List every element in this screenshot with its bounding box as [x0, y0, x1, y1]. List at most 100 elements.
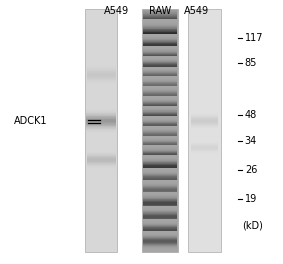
Bar	[86, 114, 116, 115]
Bar	[87, 164, 116, 166]
Bar	[191, 126, 218, 127]
Bar	[87, 171, 116, 172]
Bar	[86, 112, 116, 113]
Bar	[143, 106, 177, 107]
Bar	[143, 148, 177, 149]
Bar	[143, 226, 177, 227]
Bar	[143, 35, 177, 36]
Bar	[143, 46, 177, 47]
Bar	[87, 66, 116, 67]
Bar	[143, 99, 177, 100]
Bar	[143, 136, 177, 137]
Bar	[143, 109, 177, 110]
Bar	[143, 130, 177, 131]
Bar	[143, 107, 177, 108]
Bar	[191, 115, 218, 116]
Bar	[143, 57, 177, 58]
Bar	[86, 126, 116, 127]
Bar	[143, 36, 177, 37]
Bar	[143, 118, 177, 119]
Bar	[143, 44, 177, 45]
Bar	[143, 117, 177, 118]
Bar	[87, 78, 116, 79]
Bar	[86, 106, 116, 107]
Bar	[143, 95, 177, 96]
Bar	[143, 156, 177, 157]
Bar	[87, 82, 116, 83]
Bar	[143, 197, 177, 198]
Bar	[143, 207, 177, 208]
Bar	[143, 73, 177, 74]
Bar	[143, 81, 177, 82]
Bar	[87, 151, 116, 152]
Bar	[87, 71, 116, 72]
Bar	[143, 22, 177, 23]
Bar	[87, 166, 116, 167]
Bar	[143, 55, 177, 56]
Bar	[87, 159, 116, 160]
Bar	[143, 250, 177, 251]
Bar	[143, 57, 177, 58]
Bar	[143, 37, 177, 38]
Bar	[143, 171, 177, 172]
Bar	[143, 190, 177, 191]
Bar	[143, 87, 177, 88]
Bar	[85, 9, 117, 252]
Bar	[143, 96, 177, 97]
Bar	[143, 116, 177, 117]
Bar	[87, 80, 116, 81]
Bar	[143, 66, 177, 67]
Bar	[86, 121, 116, 122]
Bar	[143, 177, 177, 178]
Bar	[143, 139, 177, 140]
Bar	[87, 83, 116, 84]
Bar	[143, 69, 177, 70]
Bar	[143, 165, 177, 166]
Bar	[143, 147, 177, 148]
Bar	[143, 110, 177, 111]
Bar	[143, 91, 177, 92]
Bar	[143, 152, 177, 153]
Bar	[143, 194, 177, 195]
Bar	[143, 69, 177, 70]
Bar	[143, 209, 177, 210]
Bar	[143, 224, 177, 225]
Bar	[143, 37, 177, 39]
Bar	[143, 112, 177, 113]
Bar	[143, 186, 177, 187]
Bar	[143, 74, 177, 75]
Bar	[143, 132, 177, 133]
Bar	[191, 120, 218, 121]
Bar	[143, 147, 177, 148]
Bar	[143, 152, 177, 153]
Bar	[143, 97, 177, 98]
Bar	[143, 148, 177, 149]
Bar	[143, 39, 177, 40]
Bar	[143, 34, 177, 35]
Bar	[191, 150, 218, 151]
Bar	[143, 97, 177, 98]
Bar	[191, 130, 218, 131]
Bar	[86, 129, 116, 130]
Bar	[143, 87, 177, 88]
Bar	[143, 236, 177, 237]
Bar	[143, 41, 177, 42]
Bar	[191, 129, 218, 130]
Bar	[143, 66, 177, 67]
Bar	[143, 45, 177, 46]
Bar	[143, 150, 177, 151]
Bar	[143, 125, 177, 126]
Bar	[143, 42, 177, 43]
Bar	[143, 246, 177, 247]
Bar	[143, 206, 177, 208]
Bar	[143, 184, 177, 185]
Bar	[143, 212, 177, 213]
Bar	[143, 162, 177, 163]
Bar	[143, 240, 177, 241]
Bar	[143, 77, 177, 78]
Bar	[143, 94, 177, 95]
Bar	[143, 185, 177, 186]
Bar	[143, 73, 177, 74]
Bar	[191, 153, 218, 154]
Bar	[143, 245, 177, 246]
